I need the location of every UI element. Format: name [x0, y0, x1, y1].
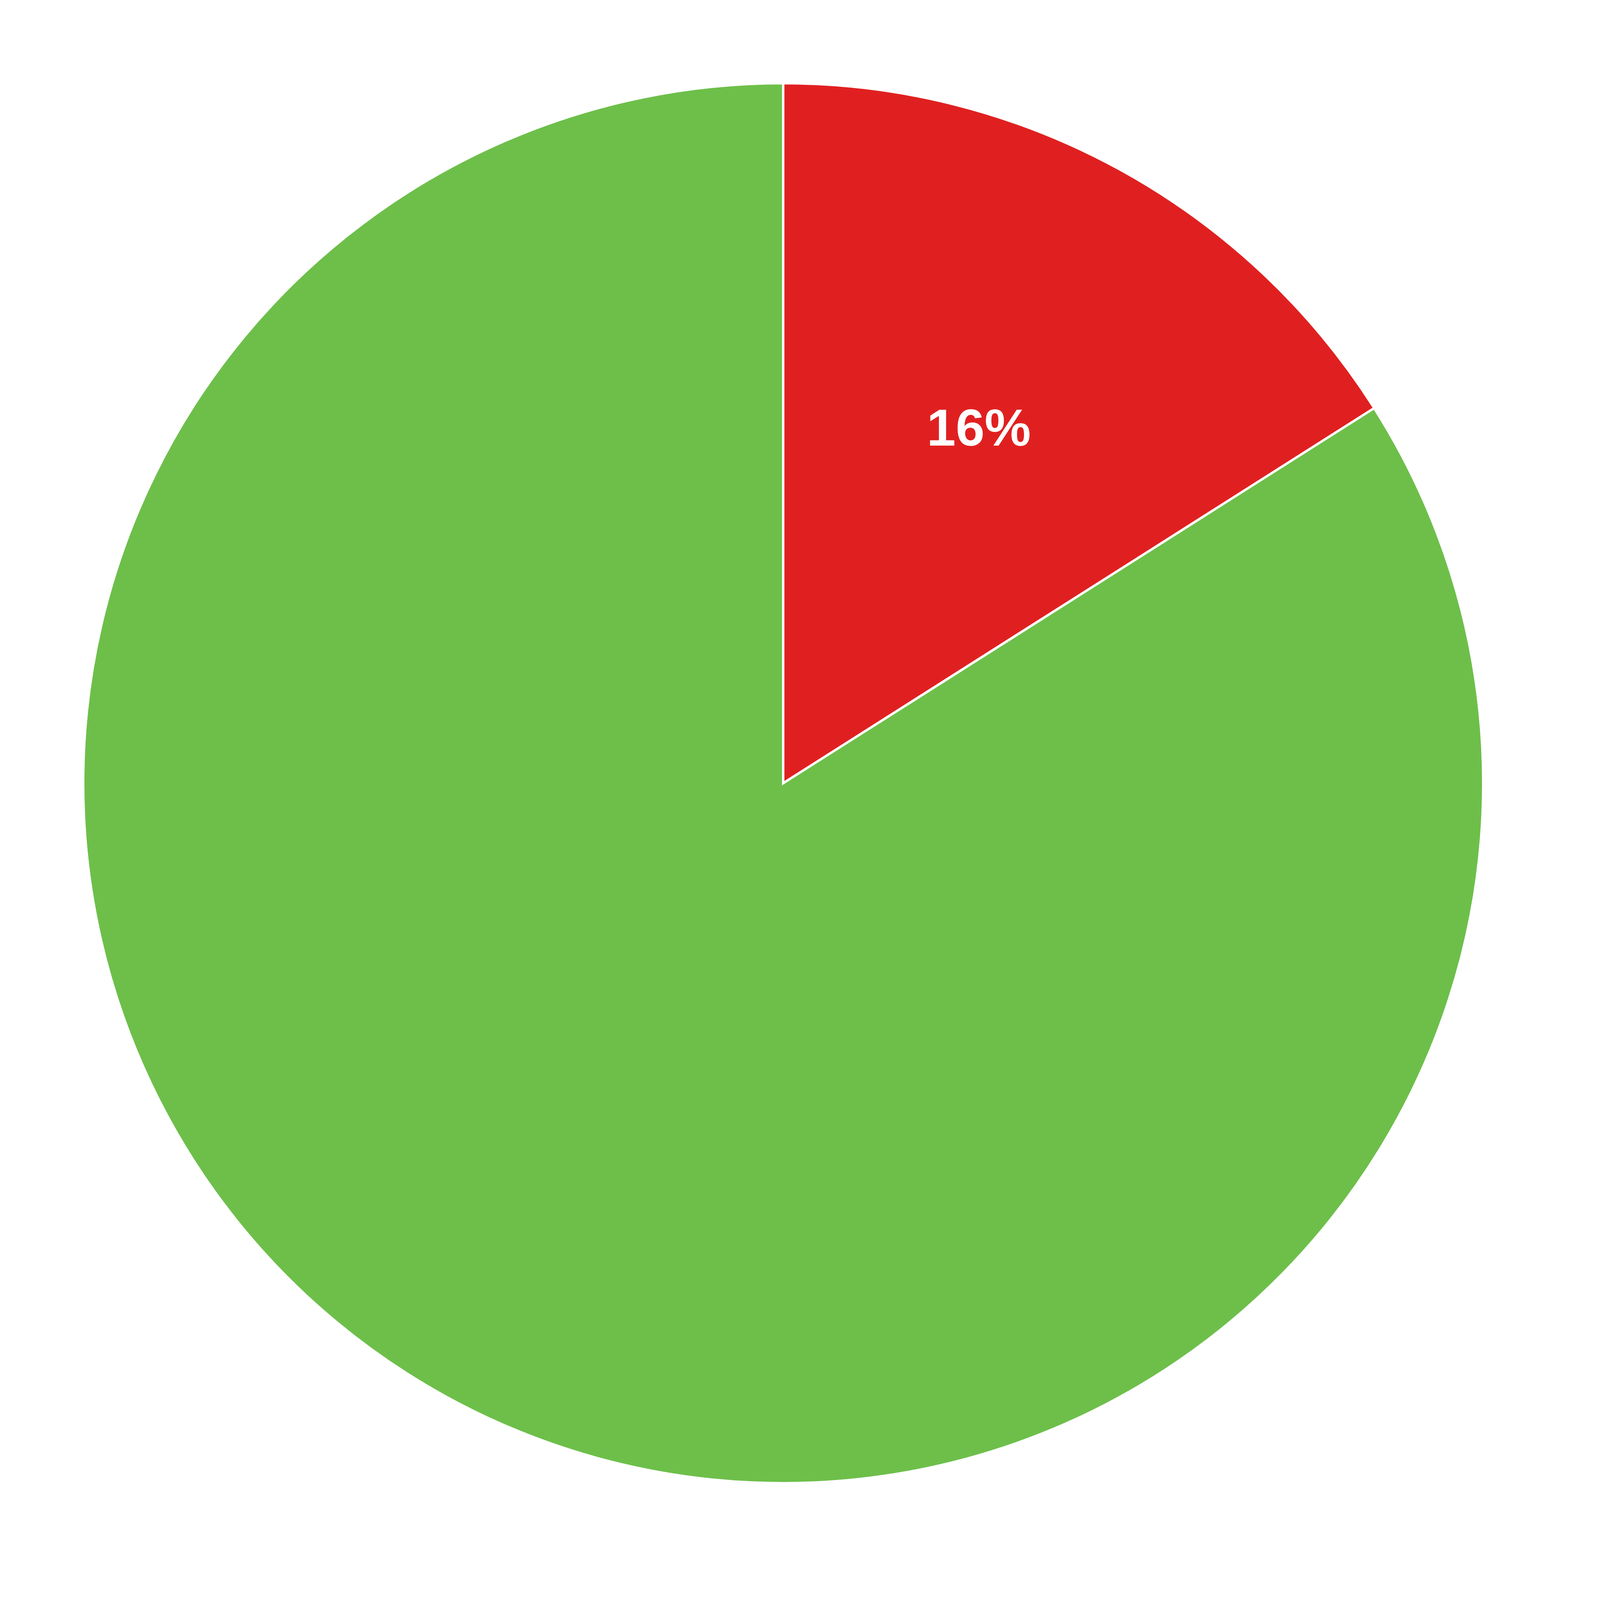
svg-text:16%: 16% [926, 398, 1031, 457]
